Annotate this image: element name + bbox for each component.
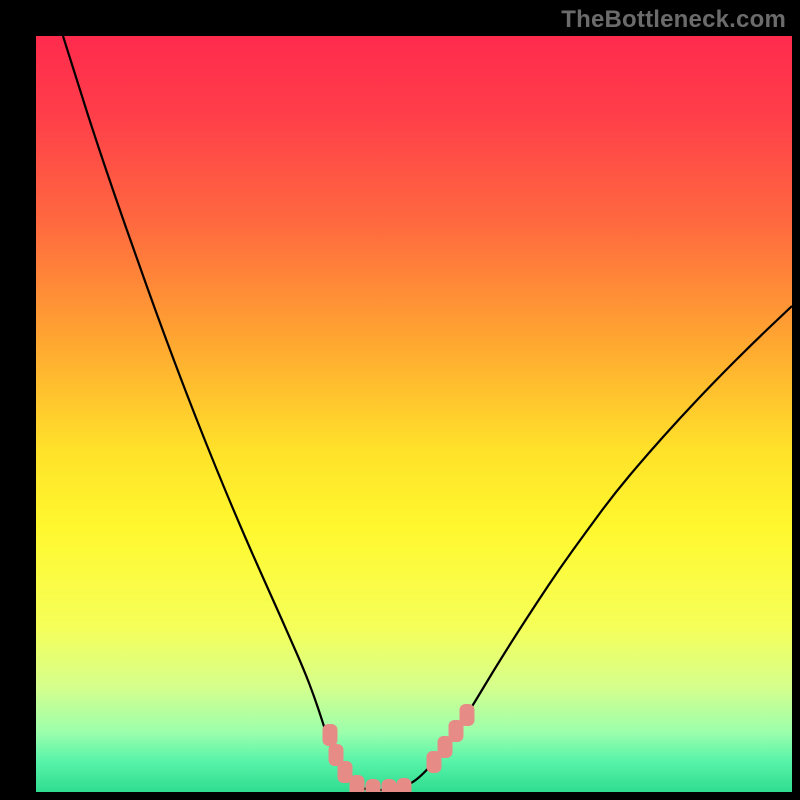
curve-marker [366, 779, 381, 792]
curve-marker [382, 779, 397, 792]
chart-canvas: TheBottleneck.com [0, 0, 800, 800]
curve-marker [397, 778, 412, 792]
curve-marker [323, 724, 338, 746]
curve-marker [350, 775, 365, 792]
curve-marker [460, 704, 475, 726]
watermark-text: TheBottleneck.com [561, 6, 786, 34]
plot-area [36, 36, 792, 792]
marker-layer [36, 36, 792, 792]
